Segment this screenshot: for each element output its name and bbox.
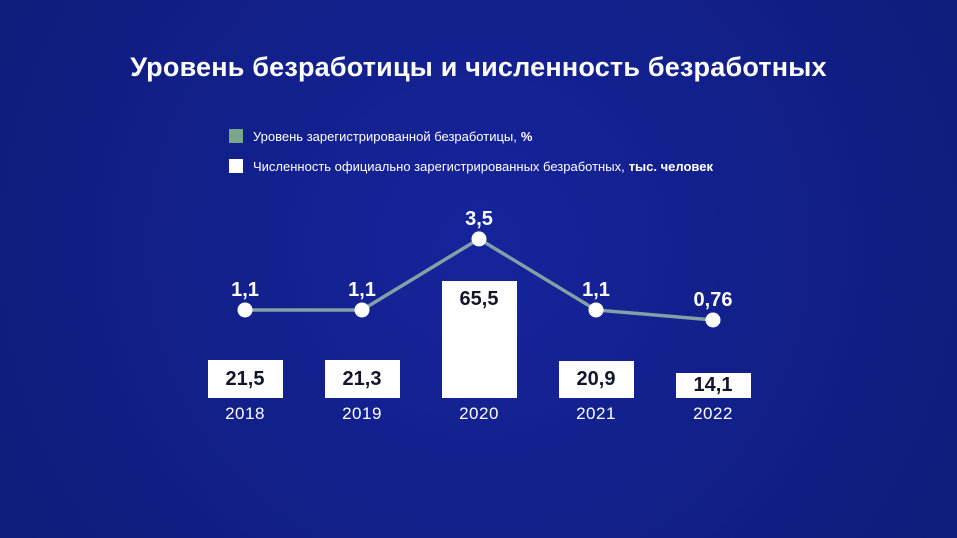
bar-2021 bbox=[558, 360, 634, 398]
line-point-2021 bbox=[588, 302, 604, 318]
legend-label-rate: Уровень зарегистрированной безработицы,% bbox=[253, 129, 532, 144]
line-value-label-2021: 1,1 bbox=[582, 278, 610, 301]
bar-value-label-2019: 21,3 bbox=[342, 367, 382, 390]
bar-value-label-2018: 21,5 bbox=[225, 367, 265, 390]
page-title: Уровень безработицы и численность безраб… bbox=[130, 52, 827, 82]
category-label-2022: 2022 bbox=[693, 404, 733, 423]
line-value-label-2020: 3,5 bbox=[465, 207, 493, 230]
line-point-2019 bbox=[354, 302, 370, 318]
line-point-2020 bbox=[471, 231, 487, 247]
category-label-2018: 2018 bbox=[225, 404, 265, 423]
line-value-label-2019: 1,1 bbox=[348, 278, 376, 301]
legend-item-count: Численность официально зарегистрированны… bbox=[229, 159, 713, 174]
category-label-2019: 2019 bbox=[342, 404, 382, 423]
rate-swatch-icon bbox=[229, 129, 243, 143]
bar-2018 bbox=[207, 359, 283, 398]
legend-label-rate-unit: % bbox=[520, 128, 533, 144]
legend-label-count: Численность официально зарегистрированны… bbox=[253, 159, 713, 174]
category-label-2021: 2021 bbox=[576, 404, 616, 423]
line-value-label-2018: 1,1 bbox=[231, 278, 259, 301]
legend-label-rate-text: Уровень зарегистрированной безработицы, bbox=[253, 128, 517, 144]
bar-value-label-2021: 20,9 bbox=[576, 368, 616, 391]
legend-item-rate: Уровень зарегистрированной безработицы,% bbox=[229, 129, 713, 144]
line-point-2022 bbox=[705, 312, 721, 328]
count-swatch-icon bbox=[229, 159, 243, 173]
legend-label-count-text: Численность официально зарегистрированны… bbox=[253, 158, 625, 174]
chart-legend: Уровень зарегистрированной безработицы,%… bbox=[229, 129, 713, 174]
line-point-2018 bbox=[237, 302, 253, 318]
bar-value-label-2022: 14,1 bbox=[693, 374, 733, 397]
bar-value-label-2020: 65,5 bbox=[459, 288, 499, 311]
line-value-label-2022: 0,76 bbox=[693, 289, 733, 311]
bar-2019 bbox=[324, 359, 400, 398]
bar-2022 bbox=[675, 372, 751, 398]
category-label-2020: 2020 bbox=[459, 404, 499, 423]
legend-label-count-unit: тыс. человек bbox=[628, 158, 713, 174]
